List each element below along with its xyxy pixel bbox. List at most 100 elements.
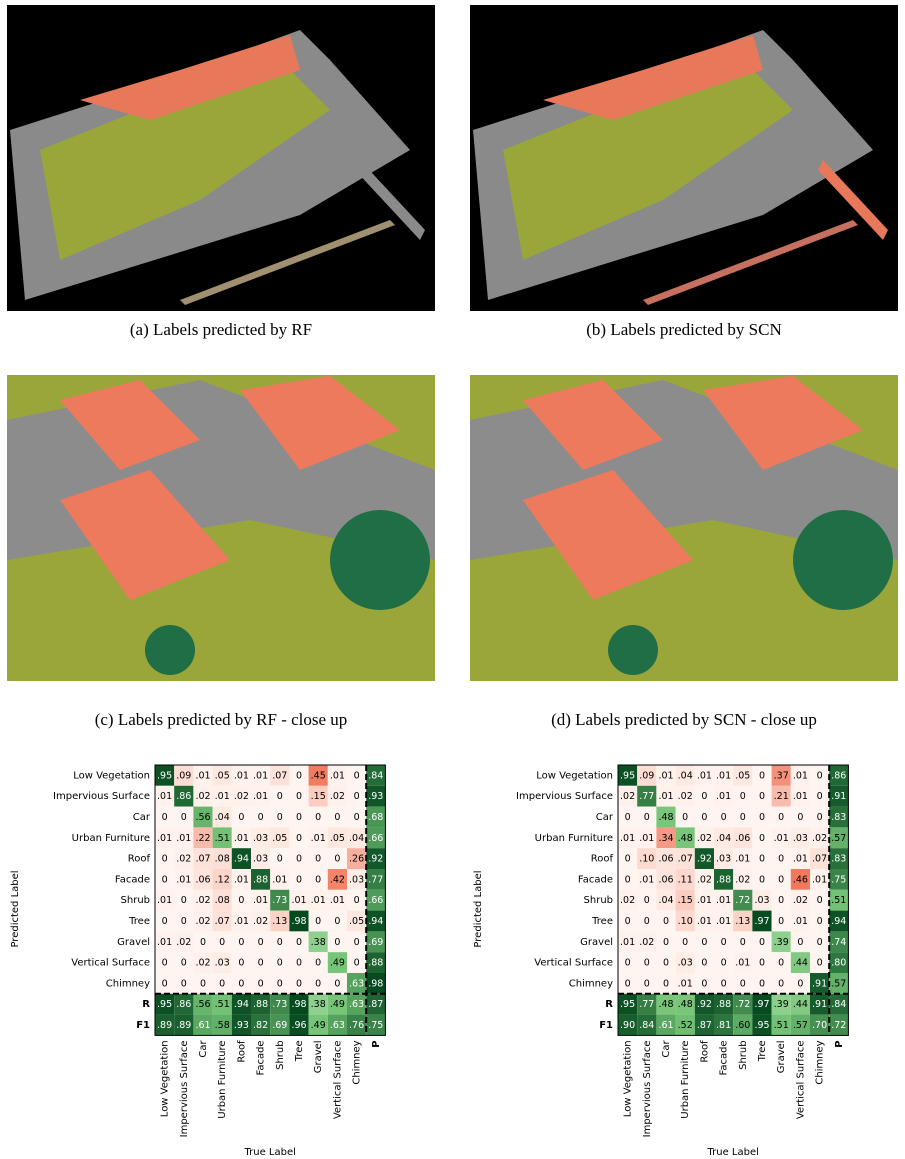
- matrix-cell: [327, 973, 347, 994]
- matrix-cell: [270, 973, 290, 994]
- cell-value: 0: [334, 937, 340, 948]
- cell-value: 0: [315, 874, 321, 885]
- cell-value: 0: [238, 978, 244, 989]
- matrix-cell: [308, 765, 328, 786]
- cell-value: 0: [817, 916, 823, 927]
- matrix-border: [154, 764, 386, 1036]
- matrix-cell: [193, 869, 213, 890]
- matrix-cell: [637, 993, 657, 1015]
- matrix-cell: [675, 848, 695, 869]
- cell-value: 0: [759, 812, 765, 823]
- caption: (b) Labels predicted by SCN: [586, 320, 781, 339]
- matrix-cell: [251, 910, 271, 932]
- cell-value: .95: [157, 999, 172, 1010]
- cell-value: .04: [716, 833, 731, 844]
- matrix-cell: [347, 889, 367, 911]
- cell-value: .01: [793, 916, 808, 927]
- cell-value: 0: [334, 854, 340, 865]
- matrix-cell: [714, 910, 734, 932]
- cell-value: .03: [754, 895, 769, 906]
- matrix-cell: [231, 1014, 251, 1036]
- cell-value: 0: [759, 770, 765, 781]
- matrix-cell: [771, 806, 791, 828]
- matrix-cell: [771, 1014, 791, 1036]
- col-label: Low Vegetation: [160, 1040, 171, 1117]
- matrix-cell: [637, 952, 657, 973]
- matrix-cell: [714, 827, 734, 849]
- cell-value: 0: [817, 937, 823, 948]
- panel-a-image: [7, 5, 435, 311]
- cell-value: .01: [639, 874, 654, 885]
- cell-value: .01: [697, 895, 712, 906]
- cell-value: 0: [219, 937, 225, 948]
- cell-value: 0: [740, 791, 746, 802]
- matrix-cell: [251, 952, 271, 973]
- cell-value: .07: [812, 854, 827, 865]
- row-label: Vertical Surface: [534, 958, 613, 969]
- cell-value: 0: [315, 978, 321, 989]
- cell-value: .95: [754, 1020, 769, 1031]
- cell-value: .21: [774, 791, 789, 802]
- matrix-cell: [193, 952, 213, 973]
- col-label: Urban Furniture: [680, 1040, 691, 1118]
- cell-value: 0: [625, 958, 631, 969]
- matrix-cell: [193, 931, 213, 953]
- cell-value: 0: [315, 812, 321, 823]
- row-label: Tree: [128, 916, 150, 927]
- cell-value: .88: [716, 874, 731, 885]
- row-label: Vertical Surface: [71, 958, 150, 969]
- matrix-cell: [752, 973, 772, 994]
- cell-value: .94: [234, 854, 249, 865]
- cell-value: 0: [817, 812, 823, 823]
- matrix-cell: [618, 1014, 638, 1036]
- matrix-cell: [810, 827, 830, 849]
- cell-value: .05: [349, 916, 364, 927]
- matrix-cell: [714, 889, 734, 911]
- cell-value: .95: [157, 770, 172, 781]
- cell-value: .15: [311, 791, 326, 802]
- cell-value: .01: [812, 874, 827, 885]
- matrix-cell: [733, 869, 753, 890]
- cell-value: 0: [759, 937, 765, 948]
- cell-value: 0: [354, 770, 360, 781]
- cell-value: .13: [272, 916, 287, 927]
- matrix-cell: [212, 869, 232, 890]
- cell-value: .44: [793, 958, 808, 969]
- cell-value: 0: [162, 874, 168, 885]
- matrix-cell: [618, 952, 638, 973]
- panel-b-image: [470, 5, 898, 311]
- matrix-cell: [694, 806, 714, 828]
- matrix-cell: [694, 993, 714, 1015]
- matrix-cell: [193, 765, 213, 786]
- matrix-cell: [675, 869, 695, 890]
- matrix-cell: [347, 848, 367, 869]
- cell-value: .75: [368, 1020, 383, 1031]
- cell-value: .88: [368, 958, 383, 969]
- cell-value: 0: [296, 958, 302, 969]
- row-label: Urban Furniture: [72, 833, 150, 844]
- matrix-cell: [251, 827, 271, 849]
- panel-d-image: [470, 375, 898, 681]
- col-label: Vertical Surface: [795, 1040, 806, 1119]
- matrix-cell: [366, 1014, 386, 1036]
- col-label: Shrub: [738, 1040, 749, 1069]
- matrix-cell: [790, 952, 810, 973]
- matrix-cell: [752, 765, 772, 786]
- cell-value: .08: [215, 854, 230, 865]
- matrix-cell: [366, 848, 386, 869]
- cell-value: 0: [181, 978, 187, 989]
- cell-value: .48: [678, 999, 693, 1010]
- matrix-cell: [733, 806, 753, 828]
- cell-value: .63: [349, 999, 364, 1010]
- matrix-cell: [366, 869, 386, 890]
- cell-value: .63: [349, 978, 364, 989]
- cell-value: .94: [234, 999, 249, 1010]
- matrix-cell: [212, 931, 232, 953]
- matrix-cell: [752, 869, 772, 890]
- matrix-cell: [829, 931, 849, 953]
- cell-value: .72: [735, 895, 750, 906]
- matrix-cell: [193, 973, 213, 994]
- matrix-cell: [752, 806, 772, 828]
- cell-value: 0: [181, 916, 187, 927]
- matrix-cell: [270, 785, 290, 807]
